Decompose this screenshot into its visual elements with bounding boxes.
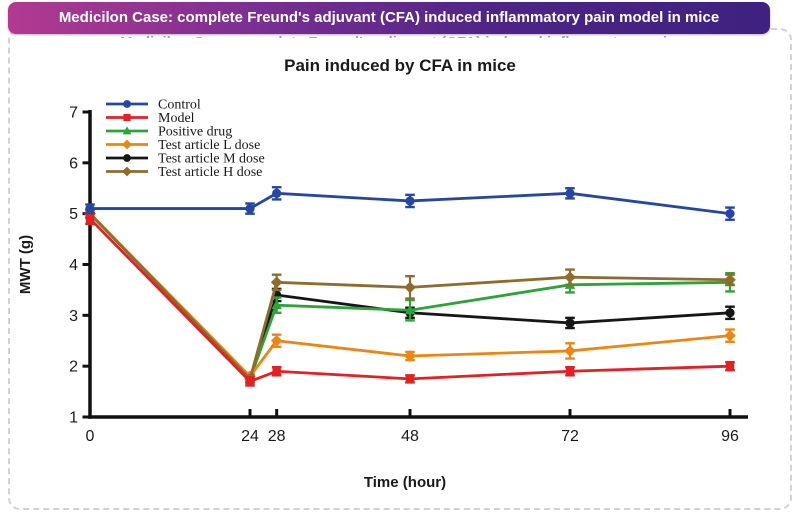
series-model (85, 212, 735, 387)
y-tick-label: 3 (69, 308, 78, 325)
series-control (85, 186, 735, 221)
x-tick-label: 96 (721, 428, 739, 445)
y-axis-ticks: 1 2 3 4 5 6 7 (69, 105, 90, 427)
banner-title: Medicilon Case: complete Freund's adjuva… (8, 2, 770, 34)
x-axis-ticks: 0 24 28 48 72 96 (86, 409, 739, 445)
y-tick-label: 2 (69, 359, 78, 376)
legend-label: Model (158, 111, 195, 126)
y-axis-label: MWT (g) (17, 235, 34, 294)
x-tick-label: 0 (86, 428, 95, 445)
legend-label: Control (158, 98, 201, 113)
x-tick-label: 24 (241, 428, 259, 445)
x-tick-label: 48 (401, 428, 419, 445)
legend-label: Test article L dose (158, 138, 260, 153)
legend-label: Test article M dose (158, 152, 265, 167)
y-tick-label: 1 (69, 410, 78, 427)
legend-label: Positive drug (158, 125, 232, 140)
x-tick-label: 28 (268, 428, 286, 445)
chart-title: Pain induced by CFA in mice (284, 56, 516, 75)
y-tick-label: 5 (69, 206, 78, 223)
y-tick-label: 6 (69, 155, 78, 172)
x-axis-label: Time (hour) (364, 474, 446, 491)
x-tick-label: 72 (561, 428, 579, 445)
y-tick-label: 4 (69, 257, 78, 274)
cfa-pain-line-chart: Pain induced by CFA in mice 1 2 3 4 5 6 7 0 24 28 4… (17, 56, 748, 491)
legend-label: Test article H dose (158, 165, 262, 180)
y-tick-label: 7 (69, 105, 78, 122)
